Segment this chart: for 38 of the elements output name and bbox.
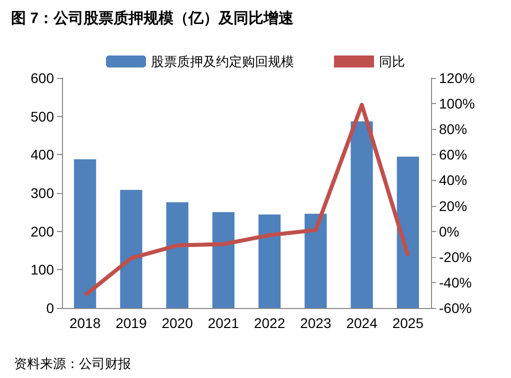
bar [120, 190, 142, 308]
y2-tick-label: 100% [439, 96, 475, 112]
y2-tick-label: 20% [439, 198, 468, 214]
bar [350, 121, 373, 308]
legend-label: 同比 [379, 54, 405, 69]
text: 资料来源：公司财报 [14, 356, 131, 371]
y2-tick-label: -40% [439, 274, 472, 290]
x-tick-label: 2019 [116, 315, 147, 331]
y-tick-label: 0 [46, 300, 54, 316]
y2-tick-label: 60% [439, 146, 468, 163]
x-tick-label: 2018 [69, 315, 101, 331]
bar [396, 156, 420, 308]
x-tick-label: 2022 [254, 315, 286, 331]
x-tick-label: 2024 [346, 315, 378, 331]
bar [212, 212, 235, 308]
y-tick-label: 500 [30, 108, 54, 124]
y2-tick-label: 80% [439, 121, 468, 138]
chart-title: 图 7：公司股票质押规模（亿）及同比增速 [11, 10, 295, 27]
x-tick-label: 2025 [392, 315, 424, 331]
x-tick-label: 2020 [162, 315, 194, 331]
x-tick-label: 2021 [208, 315, 240, 331]
y-tick-label: 400 [30, 146, 54, 163]
y2-tick-label: -60% [439, 300, 472, 316]
y2-tick-label: 40% [439, 172, 468, 188]
line-series [83, 102, 410, 298]
y2-tick-label: 120% [439, 70, 475, 86]
y2-tick-label: 0% [439, 223, 460, 240]
y-tick-label: 100 [30, 262, 54, 278]
y-tick-label: 200 [30, 223, 54, 240]
y-tick-label: 300 [30, 185, 54, 201]
y-tick-label: 600 [30, 70, 54, 86]
legend-label: 股票质押及约定购回规模 [151, 54, 294, 69]
bar [74, 159, 96, 308]
y2-tick-label: -20% [439, 248, 472, 265]
bar [258, 214, 281, 308]
x-tick-label: 2023 [300, 315, 332, 331]
bar [166, 202, 188, 308]
bar [304, 214, 327, 308]
